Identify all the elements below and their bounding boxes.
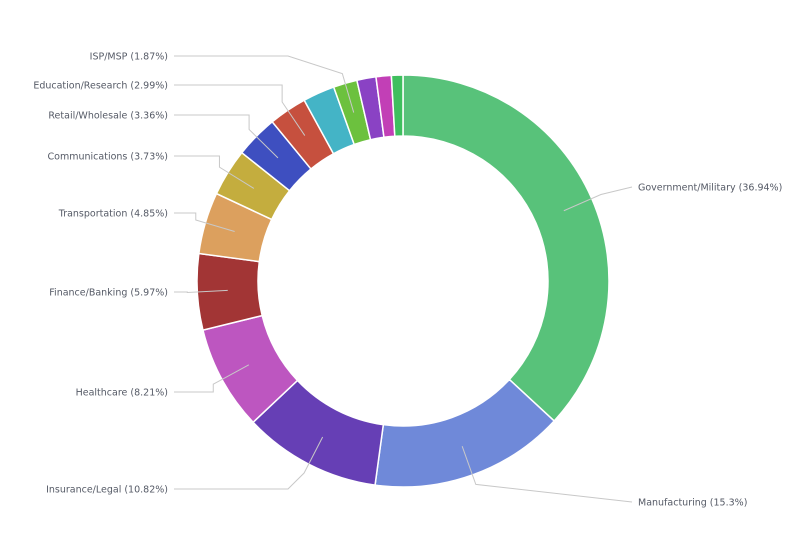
label-communications: Communications (3.73%) — [48, 152, 168, 163]
leader-line-healthcare — [174, 364, 250, 393]
leader-line-finance-banking — [174, 289, 228, 294]
slice-manufacturing[interactable] — [374, 378, 556, 488]
slice-segment-14[interactable] — [390, 74, 404, 138]
label-government-military: Government/Military (36.94%) — [638, 183, 782, 194]
chart-labels: Government/Military (36.94%) Manufacturin… — [33, 52, 782, 509]
leader-line-education-research — [174, 84, 306, 136]
leader-line-communications — [174, 155, 255, 189]
chart-leader-lines — [174, 55, 633, 503]
label-isp-msp: ISP/MSP (1.87%) — [90, 52, 168, 63]
slice-government-military[interactable] — [402, 74, 610, 423]
leader-line-insurance-legal — [174, 436, 324, 490]
leader-line-isp-msp — [174, 55, 355, 113]
label-finance-banking: Finance/Banking (5.97%) — [49, 288, 168, 299]
label-transportation: Transportation (4.85%) — [58, 209, 168, 220]
label-education-research: Education/Research (2.99%) — [33, 81, 168, 92]
label-retail-wholesale: Retail/Wholesale (3.36%) — [48, 111, 168, 122]
leader-line-retail-wholesale — [174, 114, 279, 159]
leader-line-manufacturing — [461, 446, 633, 503]
label-insurance-legal: Insurance/Legal (10.82%) — [46, 485, 168, 496]
label-healthcare: Healthcare (8.21%) — [76, 388, 168, 399]
chart-slices — [196, 74, 610, 488]
leader-line-transportation — [174, 212, 235, 232]
label-manufacturing: Manufacturing (15.3%) — [638, 498, 747, 509]
leader-line-government-military — [563, 186, 633, 212]
